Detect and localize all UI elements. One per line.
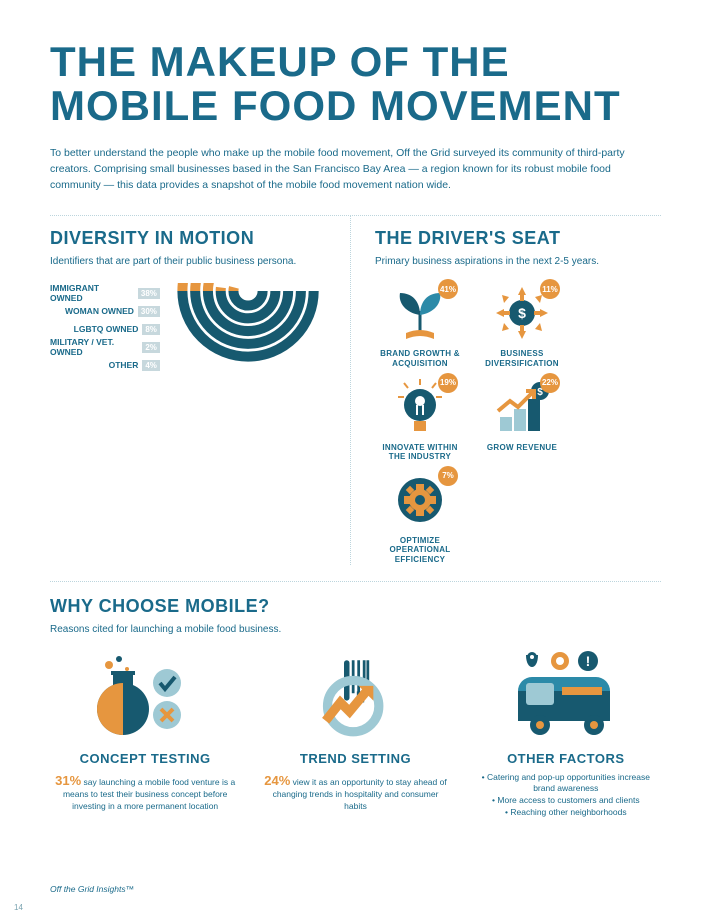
diversity-sub: Identifiers that are part of their publi… bbox=[50, 255, 330, 269]
why-grid: CONCEPT TESTING 31% say launching a mobi… bbox=[50, 651, 661, 820]
why-item: TREND SETTING 24% view it as an opportun… bbox=[260, 651, 450, 820]
top-row: DIVERSITY IN MOTION Identifiers that are… bbox=[50, 216, 661, 564]
page-title: THE MAKEUP OF THE MOBILE FOOD MOVEMENT bbox=[50, 40, 661, 128]
truck-icon: ! bbox=[496, 651, 636, 741]
why-item-title: OTHER FACTORS bbox=[471, 751, 661, 766]
why-item-title: TREND SETTING bbox=[260, 751, 450, 766]
intro-text: To better understand the people who make… bbox=[50, 146, 640, 193]
radial-pct: 2% bbox=[142, 342, 160, 353]
why-title: WHY CHOOSE MOBILE? bbox=[50, 596, 661, 617]
driver-item: 22% $ GROW REVENUE bbox=[477, 377, 567, 462]
radial-label: MILITARY / VET. OWNED bbox=[50, 337, 138, 357]
page-number: 14 bbox=[14, 903, 23, 912]
radial-pct: 38% bbox=[138, 288, 160, 299]
driver-sub: Primary business aspirations in the next… bbox=[375, 255, 661, 269]
radial-label: LGBTQ OWNED bbox=[74, 324, 139, 334]
driver-label: OPTIMIZE OPERATIONAL EFFICIENCY bbox=[375, 536, 465, 565]
diversity-title: DIVERSITY IN MOTION bbox=[50, 228, 330, 249]
why-item: CONCEPT TESTING 31% say launching a mobi… bbox=[50, 651, 240, 820]
svg-text:$: $ bbox=[518, 305, 526, 321]
driver-label: BRAND GROWTH & ACQUISITION bbox=[375, 349, 465, 368]
radial-labels: IMMIGRANT OWNED 38% WOMAN OWNED 30% LGBTQ … bbox=[50, 283, 160, 371]
why-item-title: CONCEPT TESTING bbox=[50, 751, 240, 766]
driver-item: 41% BRAND GROWTH & ACQUISITION bbox=[375, 283, 465, 368]
radial-label: WOMAN OWNED bbox=[65, 306, 134, 316]
driver-grid: 41% BRAND GROWTH & ACQUISITION 11% bbox=[375, 283, 661, 564]
radial-svg bbox=[166, 283, 330, 463]
pct-bubble: 7% bbox=[438, 466, 458, 486]
radial-pct: 4% bbox=[142, 360, 160, 371]
driver-item: 7% bbox=[375, 470, 465, 565]
radial-pct: 30% bbox=[138, 306, 160, 317]
radial-chart: IMMIGRANT OWNED 38% WOMAN OWNED 30% LGBTQ … bbox=[50, 283, 330, 463]
why-section: WHY CHOOSE MOBILE? Reasons cited for lau… bbox=[50, 582, 661, 820]
radial-pct: 8% bbox=[142, 324, 160, 335]
pct-bubble: 22% bbox=[540, 373, 560, 393]
flask-icon bbox=[85, 651, 205, 741]
pct-bubble: 19% bbox=[438, 373, 458, 393]
why-item: ! OTHER FACTORS Catering and pop-up oppo… bbox=[471, 651, 661, 820]
diversity-section: DIVERSITY IN MOTION Identifiers that are… bbox=[50, 216, 330, 564]
footer-credit: Off the Grid Insights™ bbox=[50, 884, 134, 894]
driver-item: 19% INNO bbox=[375, 377, 465, 462]
radial-label: IMMIGRANT OWNED bbox=[50, 283, 134, 303]
driver-label: GROW REVENUE bbox=[477, 443, 567, 453]
driver-title: THE DRIVER'S SEAT bbox=[375, 228, 661, 249]
driver-label: BUSINESS DIVERSIFICATION bbox=[477, 349, 567, 368]
radial-label: OTHER bbox=[109, 360, 139, 370]
why-item-desc: 31% say launching a mobile food venture … bbox=[50, 772, 240, 812]
trend-icon bbox=[300, 651, 410, 741]
why-item-bullets: Catering and pop-up opportunities increa… bbox=[471, 772, 661, 820]
why-sub: Reasons cited for launching a mobile foo… bbox=[50, 623, 661, 637]
driver-section: THE DRIVER'S SEAT Primary business aspir… bbox=[350, 216, 661, 564]
svg-text:!: ! bbox=[585, 653, 590, 669]
driver-label: INNOVATE WITHIN THE INDUSTRY bbox=[375, 443, 465, 462]
driver-item: 11% $ bbox=[477, 283, 567, 368]
why-item-desc: 24% view it as an opportunity to stay ah… bbox=[260, 772, 450, 812]
